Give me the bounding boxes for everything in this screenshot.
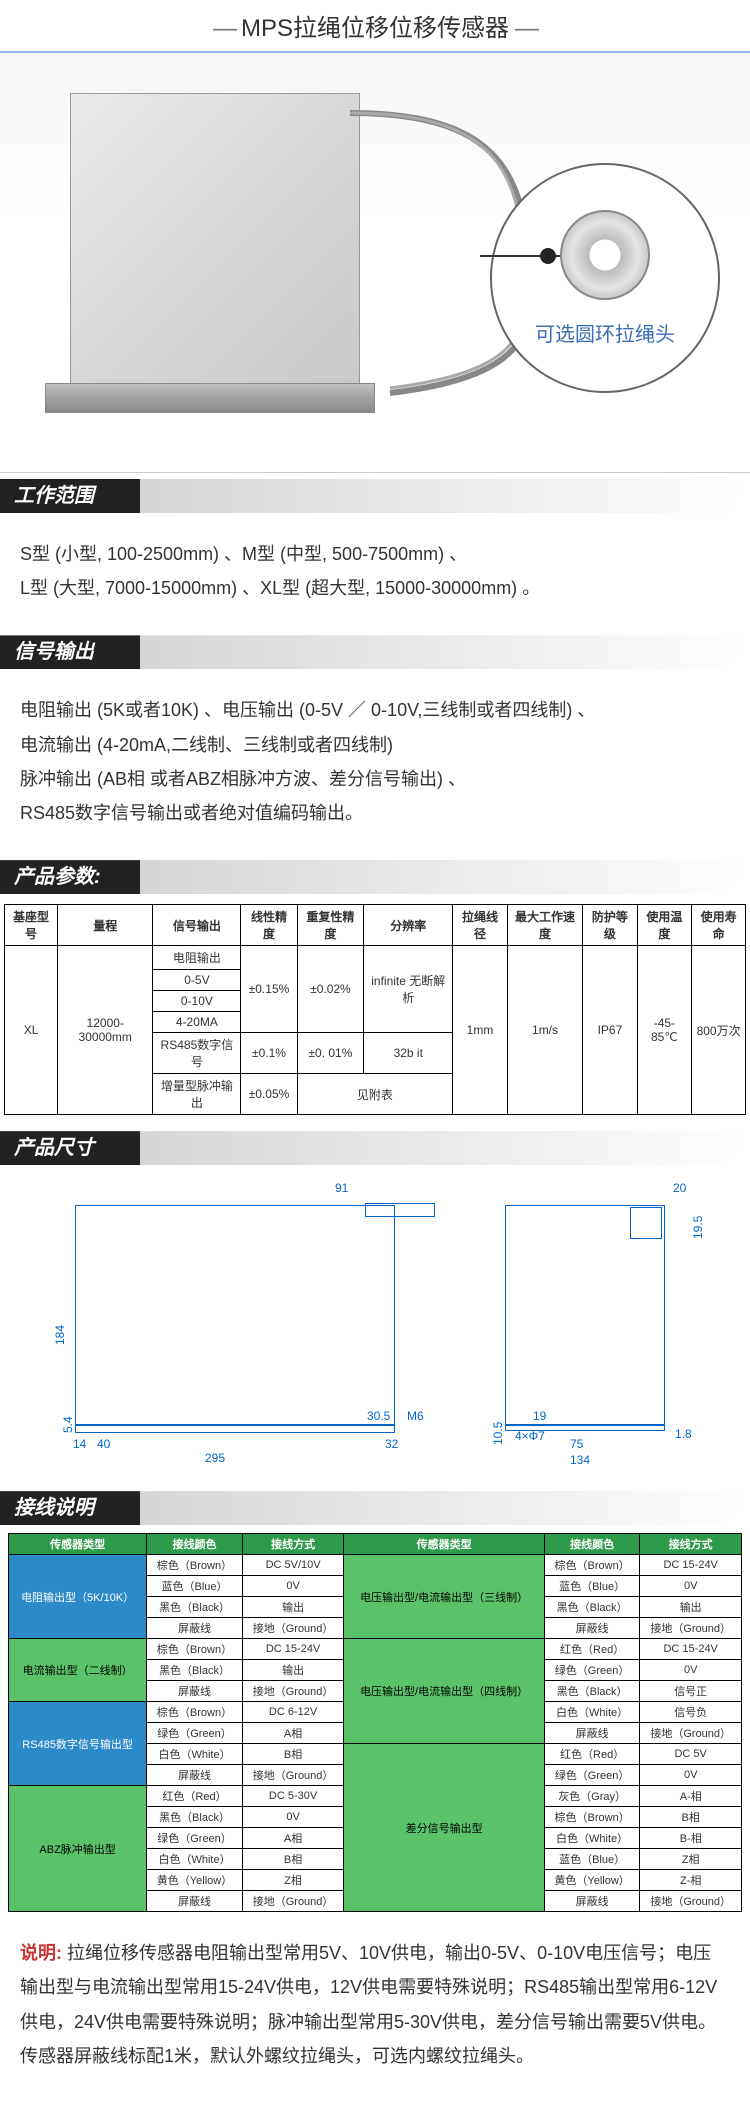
ring-caption: 可选圆环拉绳头 bbox=[535, 318, 675, 347]
page-title: MPS拉绳位移位移传感器 bbox=[0, 0, 750, 53]
ring-icon bbox=[560, 210, 650, 300]
explain-text: 说明: 拉绳位移传感器电阻输出型常用5V、10V供电，输出0-5V、0-10V电… bbox=[0, 1920, 750, 2103]
section-range: 工作范围 bbox=[0, 479, 750, 513]
param-table: 基座型号量程信号输出 线性精度重复性精度分辨率 拉绳线径最大工作速度防护等级 使… bbox=[4, 904, 746, 1115]
device-box bbox=[70, 93, 360, 393]
device-base bbox=[45, 383, 375, 413]
wiring-table: 传感器类型接线颜色接线方式传感器类型接线颜色接线方式 电阻输出型（5K/10K）… bbox=[8, 1533, 742, 1912]
explain-lead: 说明: bbox=[20, 1943, 62, 1963]
ring-bubble: 可选圆环拉绳头 bbox=[490, 163, 720, 393]
section-param: 产品参数: bbox=[0, 860, 750, 894]
dimension-drawing: 91 184 295 5.4 14 40 32 30.5 M6 20 19.5 … bbox=[0, 1165, 750, 1485]
signal-text: 电阻输出 (5K或者10K) 、电压输出 (0-5V ／ 0-10V,三线制或者… bbox=[0, 669, 750, 854]
hero-image: 可选圆环拉绳头 bbox=[0, 53, 750, 473]
section-dim: 产品尺寸 bbox=[0, 1131, 750, 1165]
ring-pin bbox=[480, 255, 570, 257]
section-wiring: 接线说明 bbox=[0, 1491, 750, 1525]
section-signal: 信号输出 bbox=[0, 635, 750, 669]
range-text: S型 (小型, 100-2500mm) 、M型 (中型, 500-7500mm)… bbox=[0, 513, 750, 629]
